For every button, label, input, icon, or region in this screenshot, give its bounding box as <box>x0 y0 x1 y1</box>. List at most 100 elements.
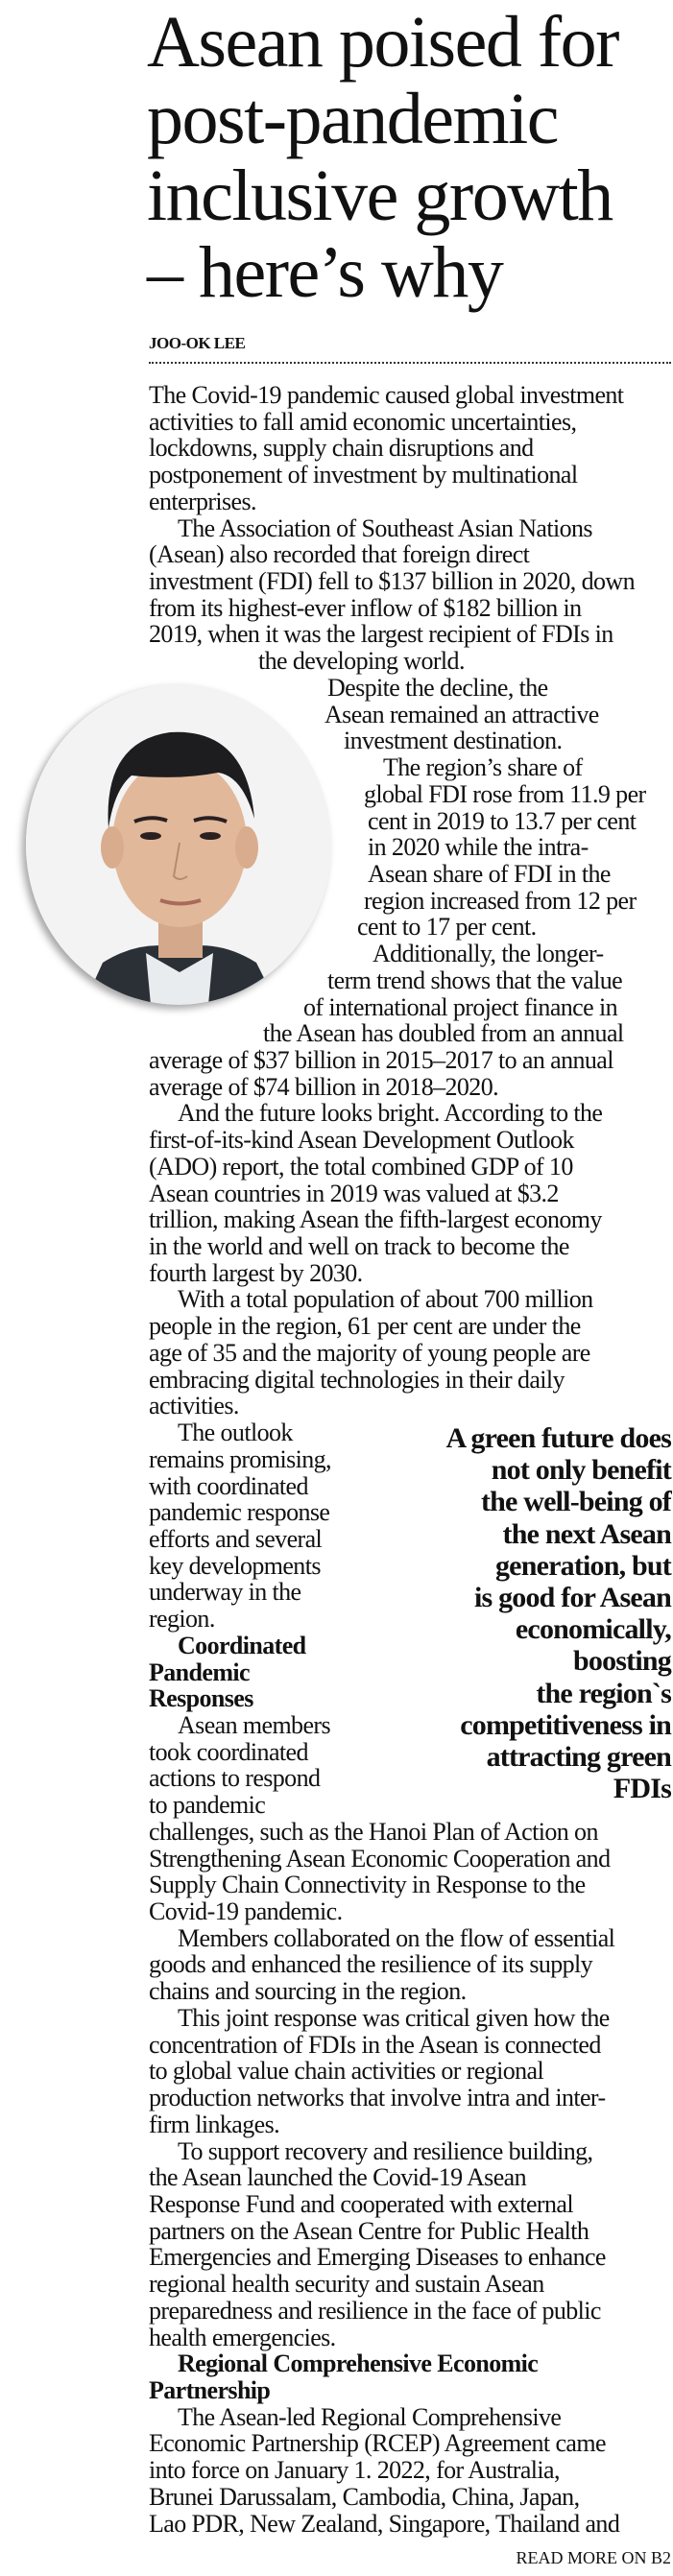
body-text-line: into force on January 1. 2022, for Austr… <box>149 2456 560 2485</box>
body-text-line: Supply Chain Connectivity in Response to… <box>149 1871 586 1899</box>
body-text-line: (ADO) report, the total combined GDP of … <box>149 1152 573 1181</box>
body-text-line: embracing digital technologies in their … <box>149 1365 565 1394</box>
body-text-line: the Asean launched the Covid-19 Asean <box>149 2163 527 2192</box>
body-text-line: the developing world. <box>258 647 465 676</box>
headline-line: inclusive growth <box>147 155 613 236</box>
body-text-line: goods and enhanced the resilience of its… <box>149 1950 593 1979</box>
body-text-line: underway in the <box>149 1578 301 1607</box>
body-text-line: actions to respond <box>149 1764 321 1793</box>
body-text-line: efforts and several <box>149 1524 323 1553</box>
pull-quote-line: the next Asean <box>502 1517 672 1550</box>
body-text-line: partners on the Asean Centre for Public … <box>149 2216 589 2245</box>
body-text-line: age of 35 and the majority of young peop… <box>149 1338 590 1367</box>
body-text-line: cent to 17 per cent. <box>357 913 537 942</box>
read-more-link[interactable]: READ MORE ON B2 <box>516 2548 671 2567</box>
body-text-line: health emergencies. <box>149 2323 336 2351</box>
body-text-line: trillion, making Asean the fifth-largest… <box>149 1205 602 1234</box>
headline-line: Asean poised for <box>147 2 619 83</box>
body-text-line: This joint response was critical given h… <box>178 2003 610 2032</box>
body-text-line: from its highest-ever inflow of $182 bil… <box>149 593 582 622</box>
pull-quote-line: boosting <box>573 1645 672 1678</box>
body-text-line: Members collaborated on the flow of esse… <box>178 1923 615 1952</box>
body-text-line: term trend shows that the value <box>327 966 623 994</box>
body-text-line: The Asean-led Regional Comprehensive <box>178 2402 562 2431</box>
body-text-line: Asean share of FDI in the <box>368 859 611 888</box>
body-text-line: activities. <box>149 1392 239 1420</box>
pull-quote-line: FDIs <box>613 1773 672 1805</box>
body-text-line: Strengthening Asean Economic Cooperation… <box>149 1844 611 1872</box>
body-text-line: Asean members <box>178 1711 331 1739</box>
body-text-line: firm linkages. <box>149 2110 280 2138</box>
body-text-line: The Association of Southeast Asian Natio… <box>178 513 593 542</box>
body-text-line: Asean remained an attractive <box>324 700 599 728</box>
pull-quote-line: attracting green <box>486 1741 672 1774</box>
body-text-line: postponement of investment by multinatio… <box>149 461 578 489</box>
section-heading-line: Coordinated <box>178 1631 306 1659</box>
body-text-line: in the world and well on track to become… <box>149 1232 569 1261</box>
body-text-line: in 2020 while the intra- <box>368 833 589 862</box>
body-text-line: fourth largest by 2030. <box>149 1258 363 1287</box>
pull-quote-line: economically, <box>515 1613 672 1646</box>
pull-quote-line: A green future does <box>445 1422 671 1454</box>
body-text-line: Emergencies and Emerging Diseases to enh… <box>149 2243 606 2272</box>
body-text-line: pandemic response <box>149 1498 330 1527</box>
body-text-line: average of $37 billion in 2015–2017 to a… <box>149 1046 613 1074</box>
byline: JOO-OK LEE <box>149 334 246 352</box>
body-text-line: And the future looks bright. According t… <box>178 1099 603 1128</box>
body-text-line: enterprises. <box>149 487 257 515</box>
body-text-line: Covid-19 pandemic. <box>149 1897 343 1926</box>
dotted-divider <box>149 362 671 364</box>
body-text-line: preparedness and resilience in the face … <box>149 2296 601 2325</box>
body-text-line: cent in 2019 to 13.7 per cent <box>368 806 637 835</box>
body-text-line: investment destination. <box>344 727 563 755</box>
body-text-line: chains and sourcing in the region. <box>149 1977 467 2006</box>
author-photo <box>26 684 331 1005</box>
portrait-image <box>26 684 331 1005</box>
body-text-line: The region’s share of <box>383 753 583 782</box>
body-text-line: Economic Partnership (RCEP) Agreement ca… <box>149 2429 606 2458</box>
body-text-line: remains promising, <box>149 1444 332 1473</box>
pull-quote-line: generation, but <box>494 1549 672 1582</box>
pull-quote-line: competitiveness in <box>460 1708 672 1741</box>
body-text-line: To support recovery and resilience build… <box>178 2136 593 2165</box>
body-text-line: first-of-its-kind Asean Development Outl… <box>149 1126 574 1155</box>
body-text-line: Despite the decline, the <box>327 673 548 702</box>
headline: Asean poised for post-pandemic inclusive… <box>147 4 670 311</box>
pull-quote: A green future does not only benefit the… <box>445 1422 671 1804</box>
headline-line: – here’s why <box>147 232 504 313</box>
body-text-line: production networks that involve intra a… <box>149 2084 606 2112</box>
pull-quote-line: not only benefit <box>491 1454 672 1487</box>
section-heading-line: Partnership <box>149 2376 271 2404</box>
body-text-line: to pandemic <box>149 1791 266 1820</box>
body-text-line: (Asean) also recorded that foreign direc… <box>149 540 530 569</box>
body-text-line: to global value chain activities or regi… <box>149 2057 544 2086</box>
body-text-line: global FDI rose from 11.9 per <box>364 779 646 808</box>
body-text-line: The Covid-19 pandemic caused global inve… <box>149 381 624 409</box>
body-text-line: investment (FDI) fell to $137 billion in… <box>149 567 636 596</box>
body-text-line: took coordinated <box>149 1737 308 1766</box>
body-text-line: people in the region, 61 per cent are un… <box>149 1312 581 1341</box>
body-text-line: average of $74 billion in 2018–2020. <box>149 1072 499 1101</box>
body-text-line: activities to fall amid economic uncerta… <box>149 407 577 436</box>
pull-quote-line: the well-being of <box>480 1486 672 1518</box>
body-text-line: of international project finance in <box>303 992 618 1021</box>
section-heading-line: Pandemic <box>149 1658 251 1686</box>
body-text-line: Asean countries in 2019 was valued at $3… <box>149 1179 559 1207</box>
body-text-line: region. <box>149 1605 215 1634</box>
section-heading-line: Regional Comprehensive Economic <box>178 2349 539 2378</box>
body-text-line: Lao PDR, New Zealand, Singapore, Thailan… <box>149 2509 620 2538</box>
body-text-line: 2019, when it was the largest recipient … <box>149 620 613 649</box>
body-text-line: lockdowns, supply chain disruptions and <box>149 434 534 463</box>
body-text-line: concentration of FDIs in the Asean is co… <box>149 2030 601 2059</box>
pull-quote-line: is good for Asean <box>473 1582 672 1614</box>
section-heading-line: Responses <box>149 1684 253 1713</box>
body-text-line: Brunei Darussalam, Cambodia, China, Japa… <box>149 2482 580 2511</box>
body-text-line: key developments <box>149 1551 321 1580</box>
body-text-line: the Asean has doubled from an annual <box>263 1019 624 1048</box>
headline-line: post-pandemic <box>147 79 559 159</box>
body-text-line: with coordinated <box>149 1471 308 1500</box>
pull-quote-line: the region`s <box>536 1677 671 1709</box>
body-text-line: region increased from 12 per <box>364 886 637 915</box>
body-text-line: regional health security and sustain Ase… <box>149 2270 544 2299</box>
body-text-line: challenges, such as the Hanoi Plan of Ac… <box>149 1817 598 1846</box>
